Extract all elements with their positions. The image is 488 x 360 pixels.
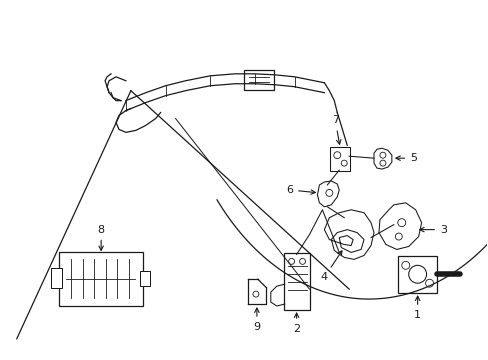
Polygon shape (373, 148, 391, 169)
Text: 5: 5 (395, 153, 416, 163)
Text: 2: 2 (292, 313, 300, 334)
Text: 3: 3 (419, 225, 446, 235)
FancyBboxPatch shape (397, 256, 437, 293)
Text: 4: 4 (320, 251, 341, 282)
Polygon shape (324, 210, 373, 260)
Polygon shape (317, 181, 339, 207)
FancyBboxPatch shape (60, 252, 142, 306)
FancyBboxPatch shape (50, 268, 62, 288)
Text: 8: 8 (97, 225, 104, 251)
Text: 6: 6 (285, 185, 315, 195)
FancyBboxPatch shape (244, 70, 273, 90)
FancyBboxPatch shape (140, 271, 149, 286)
Text: 9: 9 (253, 308, 260, 332)
Polygon shape (378, 203, 421, 249)
FancyBboxPatch shape (283, 253, 310, 310)
Text: 1: 1 (413, 296, 420, 320)
Text: 7: 7 (331, 116, 340, 144)
FancyBboxPatch shape (330, 147, 349, 171)
